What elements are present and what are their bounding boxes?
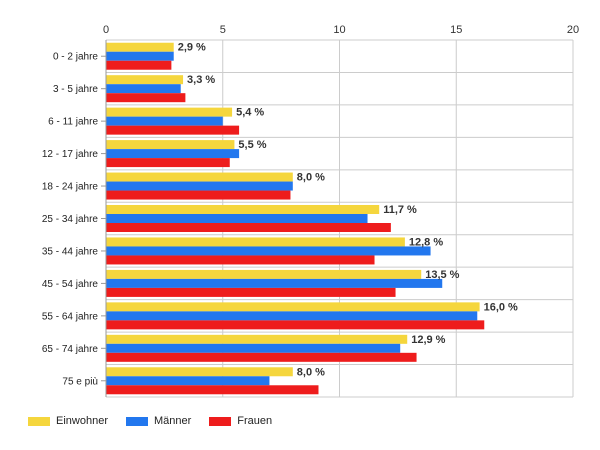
bar-frauen [106, 385, 319, 395]
data-label: 2,9 % [178, 42, 206, 54]
bar-einwohner [106, 334, 408, 344]
category-label: 45 - 54 jahre [42, 279, 99, 290]
bar-frauen [106, 60, 172, 70]
category-label: 12 - 17 jahre [42, 149, 99, 160]
legend: Einwohner Männer Frauen [28, 415, 272, 427]
category-label: 25 - 34 jahre [42, 214, 99, 225]
bar-frauen [106, 287, 396, 297]
legend-swatch-maenner [125, 416, 148, 426]
x-tick-label: 10 [333, 24, 345, 36]
category-label: 18 - 24 jahre [42, 182, 99, 193]
legend-label-maenner: Männer [153, 415, 192, 427]
bar-maenner [106, 246, 431, 256]
bar-einwohner [106, 205, 380, 214]
legend-item-einwohner: Einwohner [28, 415, 108, 427]
data-label: 5,4 % [236, 107, 264, 119]
data-label: 16,0 % [484, 301, 518, 313]
bar-maenner [106, 116, 223, 126]
bar-frauen [106, 125, 240, 135]
category-label: 6 - 11 jahre [48, 117, 98, 128]
bar-maenner [106, 343, 401, 353]
x-tick-label: 15 [450, 24, 462, 36]
legend-label-einwohner: Einwohner [56, 415, 108, 427]
bar-maenner [106, 214, 368, 223]
legend-swatch-frauen [209, 416, 232, 426]
bar-einwohner [106, 237, 405, 247]
data-label: 13,5 % [425, 269, 459, 281]
category-label: 0 - 2 jahre [53, 52, 98, 63]
data-label: 3,3 % [187, 74, 215, 86]
bar-frauen [106, 320, 485, 330]
x-tick-label: 5 [220, 24, 226, 36]
bar-einwohner [106, 172, 293, 182]
bar-frauen [106, 223, 391, 232]
bar-frauen [106, 158, 230, 168]
bar-einwohner [106, 302, 480, 312]
bar-maenner [106, 278, 443, 288]
data-label: 8,0 % [297, 172, 325, 184]
category-label: 3 - 5 jahre [53, 84, 98, 95]
bar-einwohner [106, 42, 174, 52]
bar-einwohner [106, 269, 422, 279]
bar-frauen [106, 93, 186, 103]
bar-maenner [106, 311, 478, 321]
legend-item-frauen: Frauen [209, 415, 272, 427]
bar-maenner [106, 149, 240, 159]
bar-maenner [106, 181, 293, 191]
data-label: 5,5 % [238, 139, 266, 151]
bar-maenner [106, 51, 174, 61]
data-label: 11,7 % [383, 204, 417, 216]
legend-item-maenner: Männer [125, 415, 192, 427]
data-label: 8,0 % [297, 366, 325, 378]
bar-einwohner [106, 75, 184, 85]
bar-frauen [106, 190, 291, 200]
category-label: 35 - 44 jahre [42, 246, 99, 257]
category-label: 75 e più [62, 376, 98, 387]
legend-label-frauen: Frauen [237, 415, 273, 427]
bar-einwohner [106, 107, 233, 117]
bar-einwohner [106, 140, 235, 150]
x-tick-label: 0 [103, 24, 109, 36]
bar-frauen [106, 352, 417, 362]
bar-einwohner [106, 367, 293, 377]
x-tick-label: 20 [567, 24, 579, 36]
category-label: 55 - 64 jahre [42, 311, 99, 322]
data-label: 12,8 % [409, 236, 443, 248]
bar-frauen [106, 255, 375, 265]
legend-swatch-einwohner [28, 416, 50, 426]
data-label: 12,9 % [411, 334, 445, 346]
category-label: 65 - 74 jahre [42, 344, 99, 355]
bar-maenner [106, 376, 270, 386]
bar-maenner [106, 84, 181, 94]
